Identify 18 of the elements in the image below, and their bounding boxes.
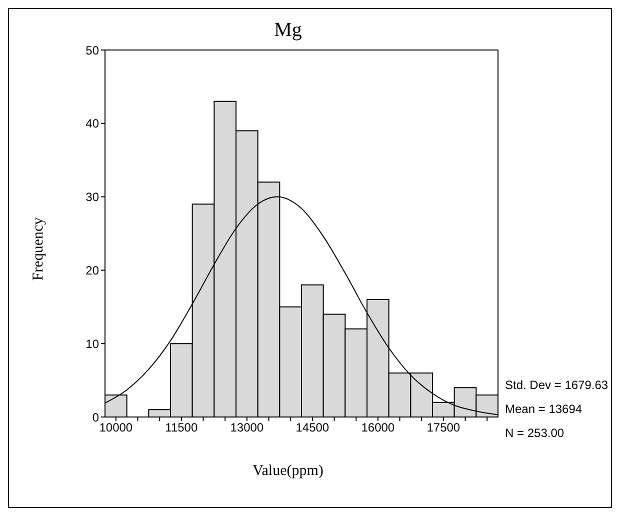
y-tick-label: 40 [86, 116, 100, 131]
x-tick-label: 14500 [296, 420, 330, 435]
x-tick-label: 16000 [361, 420, 395, 435]
y-tick-label: 0 [92, 410, 100, 424]
y-tick-label: 10 [86, 336, 100, 351]
x-tick-label: 11500 [165, 420, 198, 435]
x-tick-label: 10000 [99, 420, 133, 435]
x-tick-label: 17500 [426, 420, 460, 435]
y-axis-title: Frequency [30, 217, 48, 281]
text: N = 253.00 [505, 425, 566, 442]
text: Std. Dev = 1679.63 [505, 377, 608, 394]
x-tick-label: 13000 [230, 420, 264, 435]
y-tick-label: 50 [86, 43, 100, 58]
text: Mean = 13694 [505, 401, 584, 418]
y-tick-label: 30 [86, 190, 100, 204]
chart-title: Mg [273, 19, 303, 42]
y-tick-label: 20 [86, 263, 100, 278]
x-axis-title: Value(ppm) [252, 463, 324, 480]
